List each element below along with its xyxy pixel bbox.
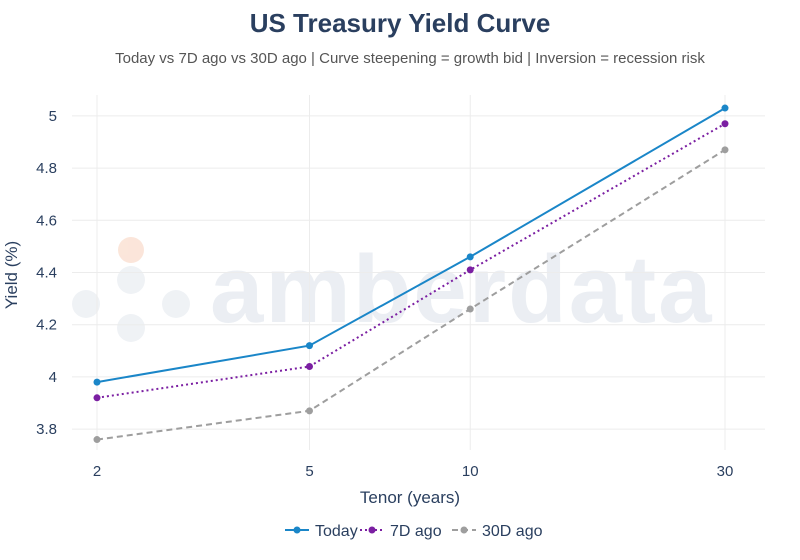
series-point <box>721 146 729 154</box>
legend-item: 30D ago <box>452 523 543 540</box>
x-axis-title: Tenor (years) <box>360 488 460 507</box>
series-point <box>305 362 313 370</box>
legend-label: 30D ago <box>482 523 543 540</box>
watermark-logo-dot-4 <box>117 314 145 342</box>
x-axis-ticks: 2 5 10 30 <box>93 463 734 480</box>
legend: Today 7D ago 30D ago <box>285 523 543 540</box>
y-tick-label: 4.4 <box>36 265 57 282</box>
y-tick-label: 5 <box>49 108 57 125</box>
x-tick-label: 5 <box>305 463 313 480</box>
legend-label: Today <box>315 523 358 540</box>
legend-item: 7D ago <box>360 523 442 540</box>
series-point <box>93 394 101 402</box>
legend-marker <box>460 526 468 534</box>
x-tick-label: 2 <box>93 463 101 480</box>
legend-marker <box>368 526 376 534</box>
series-point <box>305 407 313 415</box>
series-point <box>466 305 474 313</box>
y-tick-label: 3.8 <box>36 421 57 438</box>
series-lines <box>93 104 729 444</box>
y-axis-title: Yield (%) <box>2 241 21 309</box>
watermark-logo-dot-3 <box>162 290 190 318</box>
x-tick-label: 30 <box>717 463 734 480</box>
y-tick-label: 4 <box>49 369 57 386</box>
series-point <box>466 266 474 274</box>
chart-title: US Treasury Yield Curve <box>249 8 551 38</box>
watermark-logo-dot-top <box>118 237 144 263</box>
series-point <box>466 253 474 261</box>
series-line <box>96 148 726 441</box>
watermark-logo-dot-1 <box>72 290 100 318</box>
legend-label: 7D ago <box>390 523 442 540</box>
series-point <box>721 104 729 112</box>
y-tick-label: 4.8 <box>36 160 57 177</box>
series-point <box>93 436 101 444</box>
y-tick-label: 4.6 <box>36 212 57 229</box>
watermark-logo-dot-2 <box>117 266 145 294</box>
series-line <box>96 107 726 384</box>
legend-item: Today <box>285 523 358 540</box>
y-axis-ticks: 3.8 4 4.2 4.4 4.6 4.8 5 <box>36 108 57 438</box>
legend-marker <box>293 526 301 534</box>
y-tick-label: 4.2 <box>36 317 57 334</box>
x-tick-label: 10 <box>462 463 479 480</box>
grid-lines <box>72 95 765 450</box>
series-point <box>721 120 729 128</box>
series-point <box>93 378 101 386</box>
watermark: amberdata <box>72 236 714 343</box>
series-point <box>305 342 313 350</box>
chart-subtitle: Today vs 7D ago vs 30D ago | Curve steep… <box>115 50 705 67</box>
watermark-text: amberdata <box>210 236 714 343</box>
